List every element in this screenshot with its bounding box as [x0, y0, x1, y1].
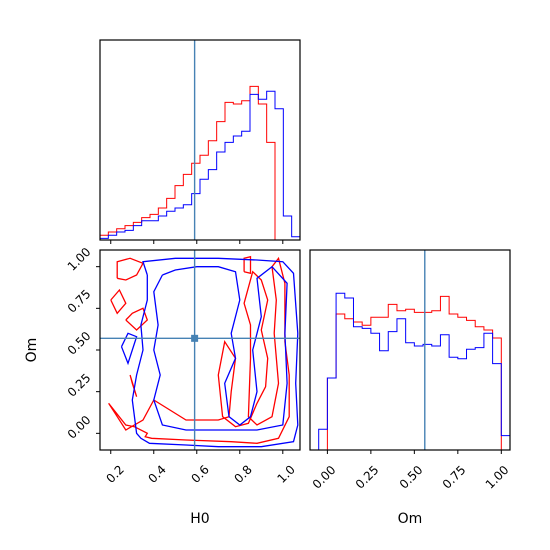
- tick-label-om-y: 0.25: [65, 371, 94, 400]
- om-marginal-panel: [309, 249, 511, 454]
- tick-label-om-x: 0.00: [310, 463, 339, 492]
- om-hist-blue: [310, 292, 511, 451]
- contour-red: [108, 256, 290, 444]
- tick-label-om-y: 0.75: [65, 287, 94, 316]
- tick-label-om-y: 0.00: [65, 413, 94, 442]
- tick-label-om-x: 1.00: [483, 463, 512, 492]
- truth-marker: [191, 334, 199, 342]
- om-hist-red: [310, 295, 510, 451]
- h0-marginal-plot: [99, 40, 301, 244]
- contour-blue: [131, 257, 299, 448]
- tick-label-om-x: 0.75: [440, 463, 469, 492]
- tick-label-h0: 0.8: [231, 462, 254, 485]
- h0-marginal-frame: [99, 39, 301, 241]
- contour-red: [110, 288, 127, 315]
- om-marginal-plot: [310, 250, 511, 454]
- tick-label-h0: 0.2: [103, 462, 126, 485]
- h0-om-contour-panel: [96, 249, 301, 454]
- x-axis-label-om: Om: [398, 511, 423, 527]
- contour-red: [243, 255, 252, 275]
- contour-red: [116, 257, 144, 281]
- tick-label-h0: 1.0: [274, 462, 297, 485]
- tick-label-h0: 0.6: [188, 462, 211, 485]
- y-axis-label-om: Om: [24, 338, 40, 363]
- tick-label-om-x: 0.50: [397, 463, 426, 492]
- contour-blue: [153, 265, 288, 431]
- om-marginal-frame: [309, 249, 511, 451]
- tick-label-om-x: 0.25: [353, 463, 382, 492]
- h0-marginal-panel: [99, 39, 301, 244]
- h0-hist-blue: [99, 90, 301, 240]
- contour-red: [125, 307, 149, 331]
- tick-label-h0: 0.4: [145, 462, 168, 485]
- h0-om-contour-frame: [99, 249, 301, 451]
- h0-hist-red: [99, 85, 300, 241]
- x-axis-label-h0: H0: [190, 511, 209, 527]
- h0-om-contour-plot: [96, 250, 300, 454]
- tick-label-om-y: 1.00: [65, 245, 94, 274]
- tick-label-om-y: 0.50: [65, 329, 94, 358]
